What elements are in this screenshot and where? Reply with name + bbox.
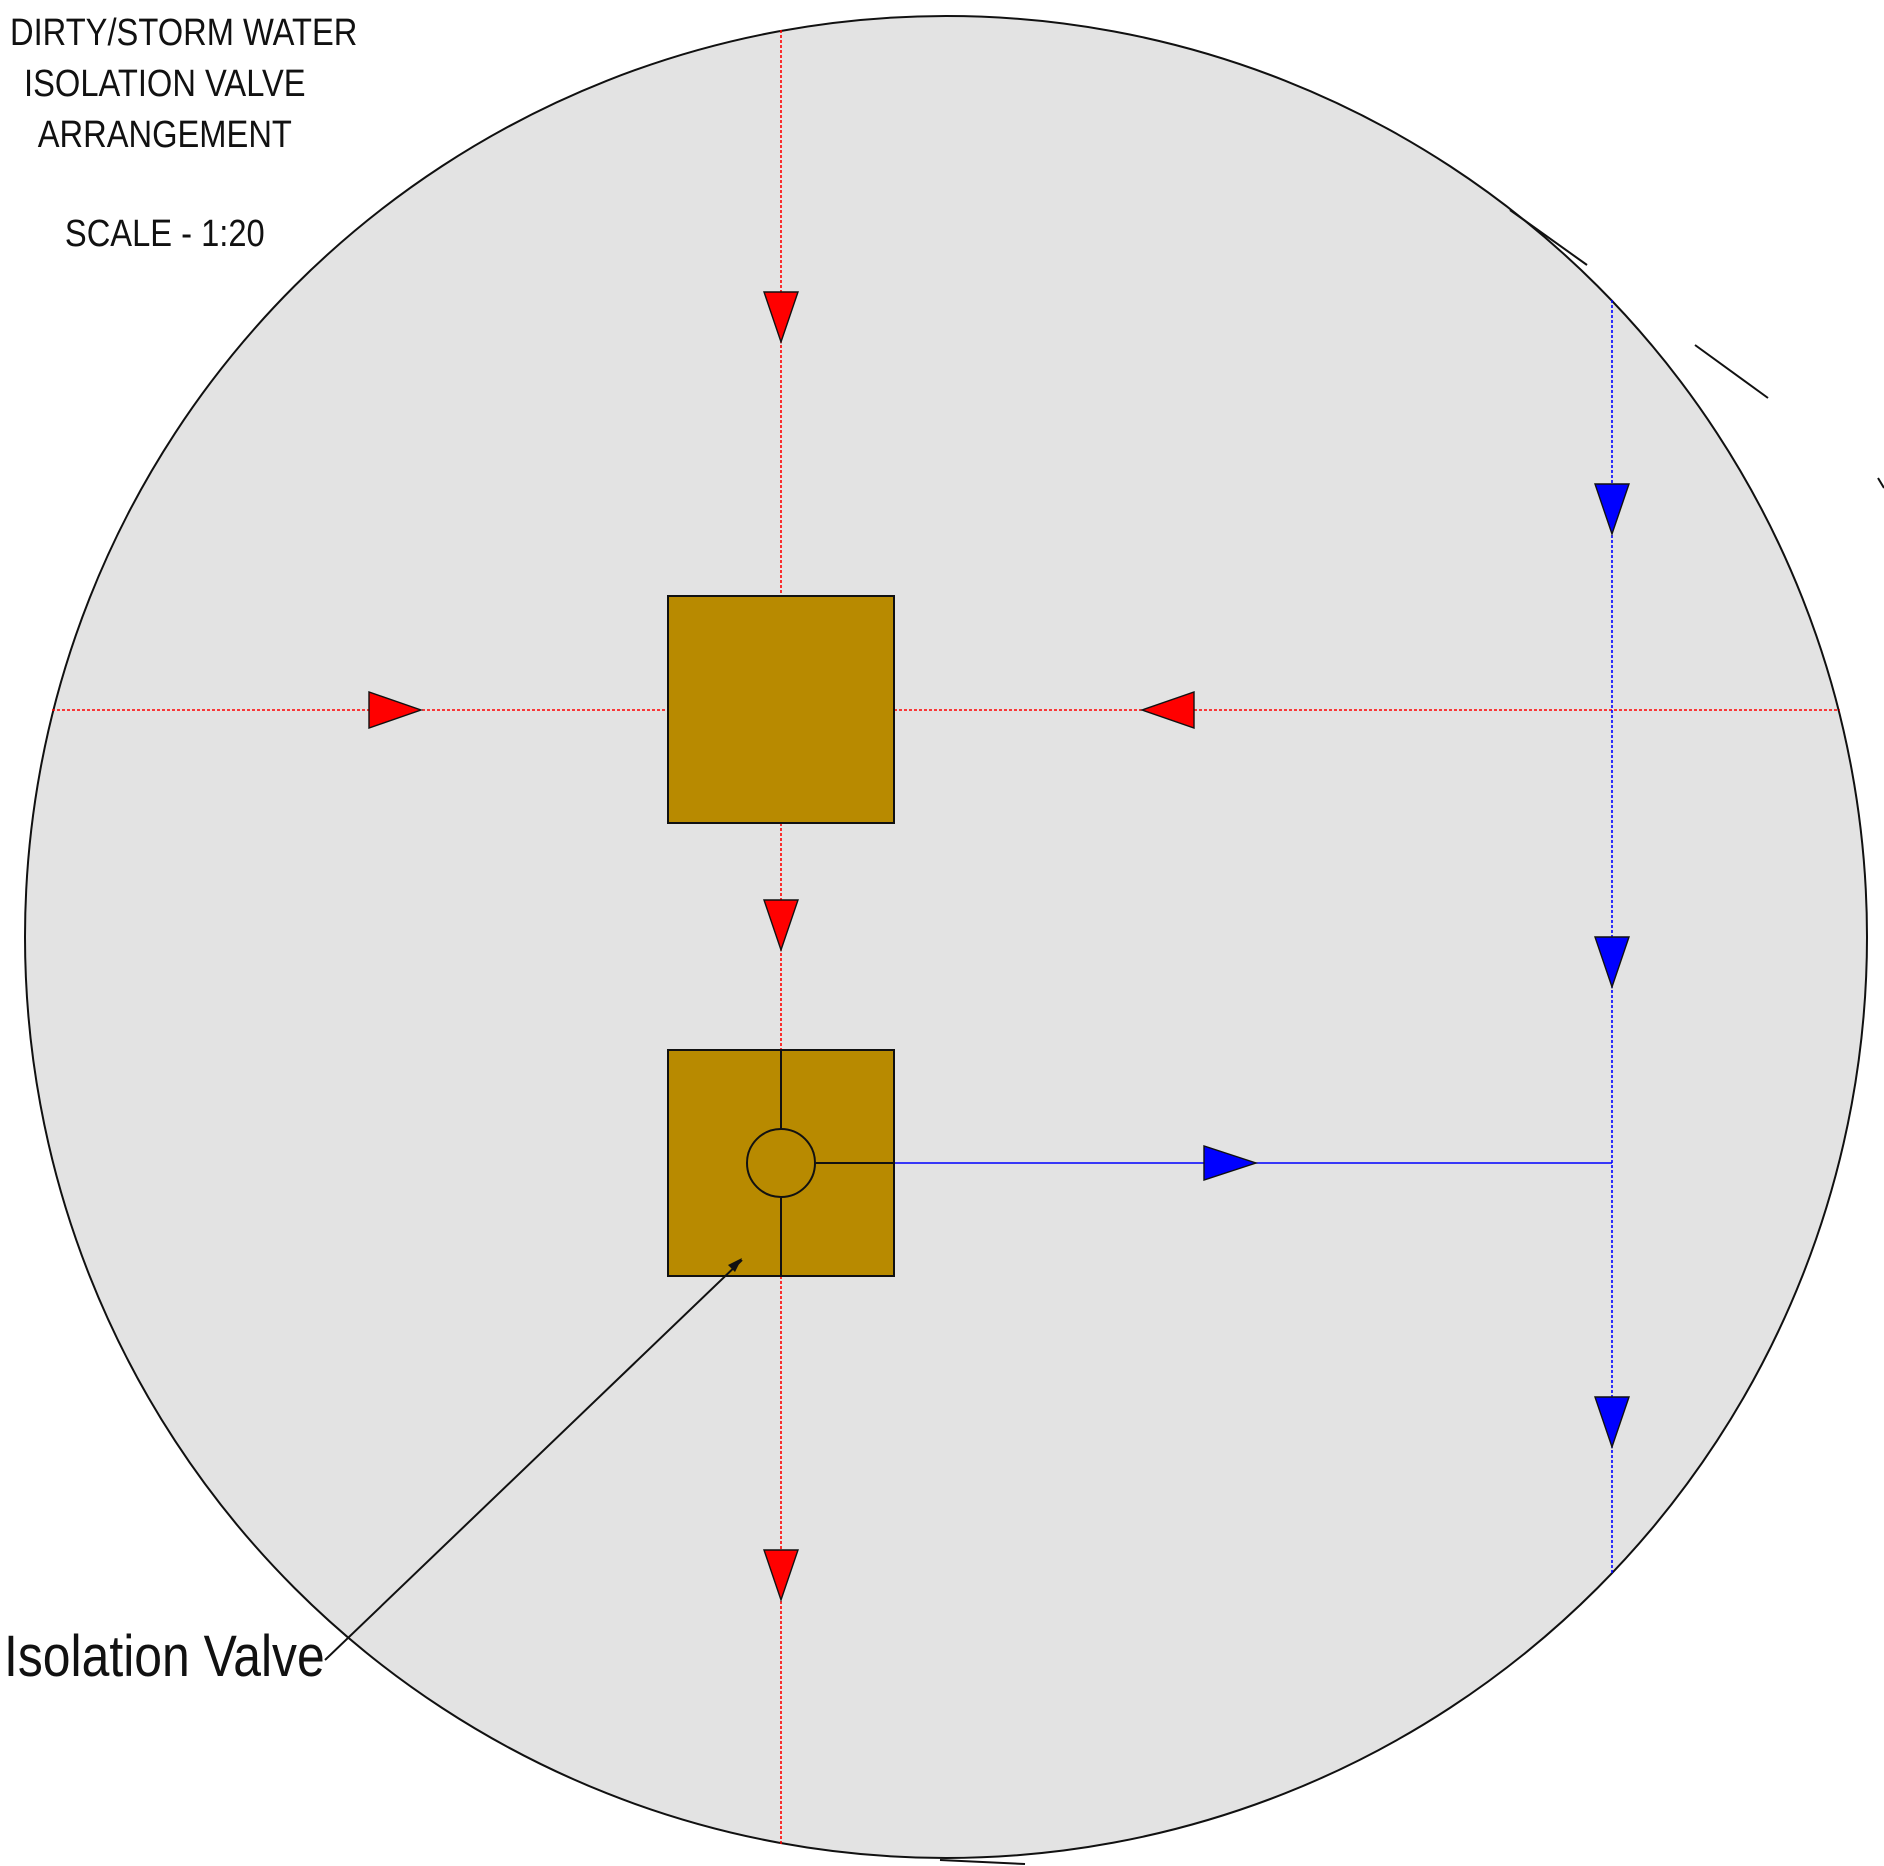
arrow-down-south-outlet — [763, 1549, 799, 1603]
arrow-right-west-inlet — [368, 691, 424, 729]
drawing-title-line-3: ARRANGEMENT — [37, 114, 292, 156]
detail-view-circle — [24, 15, 1868, 1859]
drawing-title-line-2: ISOLATION VALVE — [24, 63, 306, 105]
drawing-scale: SCALE - 1:20 — [64, 213, 265, 255]
storm-water-arrows — [1203, 483, 1630, 1450]
detail-leader-tick-2 — [1694, 344, 1769, 399]
arrow-down-north-inlet — [763, 291, 799, 345]
drawing-title-block: DIRTY/STORM WATER ISOLATION VALVE ARRANG… — [10, 8, 358, 260]
isolation-valve-callout: Isolation Valve — [4, 1624, 325, 1689]
isolation-valve-circle — [746, 1128, 816, 1198]
arrow-right-storm-branch — [1203, 1145, 1259, 1181]
arrow-down-storm-2 — [1594, 936, 1630, 990]
arrow-down-storm-1 — [1594, 483, 1630, 537]
detail-leader-tick-1 — [1509, 209, 1588, 266]
collection-pit — [667, 595, 895, 824]
isolation-valve-symbol — [746, 1050, 894, 1276]
arrow-left-east-inlet — [1139, 691, 1195, 729]
dirty-water-arrows — [368, 291, 1195, 1603]
callout-leader-line — [324, 1259, 743, 1661]
arrow-down-storm-3 — [1594, 1396, 1630, 1450]
detail-leader-tick-3 — [1877, 477, 1884, 489]
callout-leader-arrowhead — [728, 1258, 742, 1272]
drawing-title-line-1: DIRTY/STORM WATER — [10, 12, 358, 54]
detail-leader-tick-bottom — [939, 1859, 1026, 1865]
arrow-down-pit-link — [763, 899, 799, 953]
